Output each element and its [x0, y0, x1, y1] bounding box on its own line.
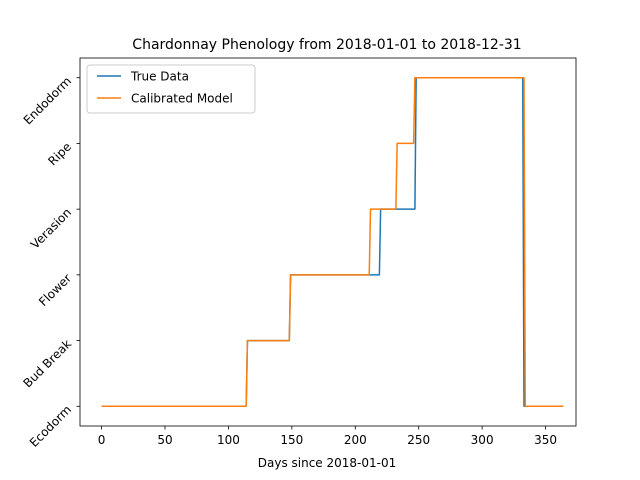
- legend: True Data Calibrated Model: [86, 64, 256, 114]
- x-tick-label: 0: [98, 433, 106, 447]
- legend-box: [86, 64, 256, 114]
- legend-label-1: True Data: [130, 70, 189, 84]
- x-axis-label: Days since 2018-01-01: [258, 456, 397, 470]
- legend-label-2: Calibrated Model: [131, 92, 233, 106]
- x-tick-label: 350: [534, 433, 557, 447]
- x-tick-label: 100: [217, 433, 240, 447]
- x-tick-label: 250: [407, 433, 430, 447]
- x-tick-label: 50: [157, 433, 172, 447]
- chart-title: Chardonnay Phenology from 2018-01-01 to …: [132, 37, 521, 53]
- series-layer: [101, 76, 564, 408]
- x-tick-label: 150: [280, 433, 303, 447]
- x-axis: 0 50 100 150 200 250 300 350: [98, 426, 557, 447]
- x-tick-label: 300: [471, 433, 494, 447]
- x-tick-label: 200: [344, 433, 367, 447]
- plot-frame: [79, 57, 577, 427]
- series-line-2: [101, 76, 564, 408]
